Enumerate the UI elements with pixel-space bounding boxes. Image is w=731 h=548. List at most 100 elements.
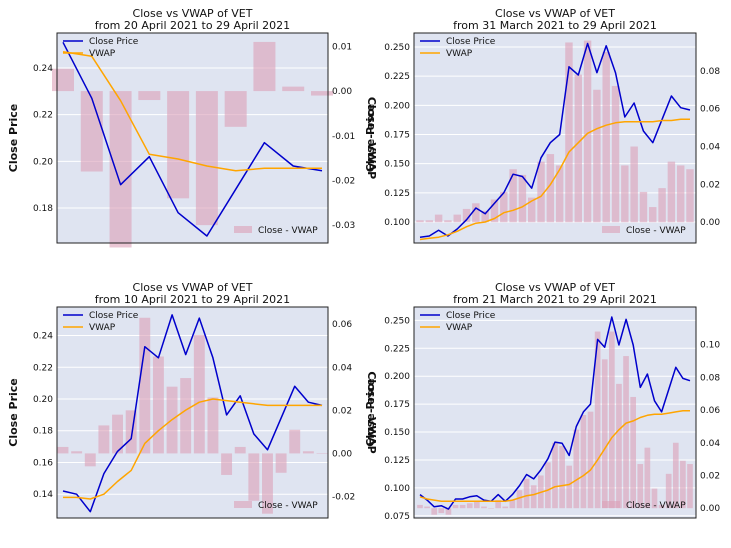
diff-bar [138, 91, 161, 101]
diff-bar [649, 207, 657, 223]
diff-bar [555, 165, 564, 223]
diff-bar [686, 169, 694, 223]
diff-bar [193, 334, 205, 454]
y-tick-label: 0.250 [384, 43, 410, 53]
diff-bar [602, 51, 610, 223]
y2-tick-label: 0.00 [700, 504, 720, 514]
plot-area [57, 307, 328, 518]
close-price-line [62, 41, 323, 237]
chart-subtitle: from 10 April 2021 to 29 April 2021 [95, 293, 290, 306]
diff-bar [125, 410, 137, 454]
legend-label: Close Price [89, 311, 139, 321]
y-tick-label: 0.125 [384, 456, 410, 466]
y-tick-label: 0.075 [384, 512, 410, 522]
diff-bar [431, 508, 438, 515]
y-tick-label: 0.18 [33, 427, 53, 437]
diff-bar [224, 91, 247, 127]
legend-swatch [602, 226, 620, 233]
legend-swatch [602, 501, 620, 508]
diff-bar [424, 506, 430, 509]
y-axis-label: Close Price [364, 378, 377, 446]
diff-bar [466, 503, 473, 509]
diff-bar [425, 220, 434, 223]
plot-frame [56, 306, 329, 519]
diff-bar [574, 74, 582, 223]
diff-bar [495, 500, 501, 509]
diff-bar [84, 453, 96, 467]
y2-tick-label: 0.10 [700, 341, 720, 351]
y-tick-label: 0.100 [384, 484, 410, 494]
diff-bar [537, 161, 545, 223]
y2-axis-label: Close - VWAP [365, 97, 378, 179]
legend-swatch [234, 226, 252, 233]
diff-bar [658, 504, 665, 509]
diff-bar [416, 220, 424, 223]
diff-bar [444, 220, 452, 223]
y2-tick-label: 0.02 [700, 180, 720, 190]
diff-bar [644, 447, 651, 509]
diff-bar [594, 331, 601, 509]
diff-bar [139, 317, 151, 454]
vwap-line [63, 398, 322, 500]
diff-bar [221, 453, 233, 475]
diff-bar [528, 197, 536, 223]
diff-bar [676, 165, 685, 223]
diff-bar [651, 488, 658, 509]
diff-bar [481, 210, 489, 223]
diff-bar [630, 396, 636, 509]
legend-label: VWAP [446, 323, 473, 333]
y-tick-label: 0.24 [33, 332, 53, 342]
plot-frame [413, 32, 697, 244]
diff-bar [630, 146, 638, 223]
y-tick-label: 0.100 [384, 218, 410, 228]
legend-swatch [234, 501, 252, 508]
diff-bar [462, 208, 471, 223]
chart-title: Close vs VWAP of VET [133, 281, 253, 294]
diff-bar [611, 85, 620, 223]
diff-bar [195, 91, 218, 226]
diff-bar [623, 356, 629, 509]
diff-bar [167, 91, 190, 199]
diff-bar [523, 478, 530, 509]
diff-bar [621, 165, 629, 223]
diff-bar [311, 91, 333, 96]
diff-bar [672, 442, 679, 509]
diff-bar [282, 86, 305, 92]
close-price-line [419, 42, 691, 238]
diff-bar [253, 41, 276, 92]
diff-bar [453, 214, 461, 223]
diff-bar [616, 383, 622, 509]
diff-bar [98, 425, 110, 454]
diff-bar [434, 214, 443, 223]
diff-bar [488, 508, 494, 509]
diff-bar [687, 464, 693, 509]
diff-bar [545, 462, 551, 509]
y-tick-label: 0.16 [33, 458, 53, 468]
legend-label: Close - VWAP [626, 226, 686, 236]
plot-frame [56, 32, 329, 244]
chart-subtitle: from 31 March 2021 to 29 April 2021 [453, 19, 657, 32]
legend-label: Close - VWAP [258, 501, 318, 511]
y2-tick-label: -0.02 [332, 492, 355, 502]
diff-bar [316, 453, 328, 454]
y2-tick-label: 0.00 [332, 87, 352, 97]
y-tick-label: 0.125 [384, 189, 410, 199]
chart-panel-top-right: 0.100 0.125 0.150 0.175 0.200 0.225 0.250 0.00 0… [364, 7, 720, 244]
y-axis-label: Close Price [364, 104, 377, 172]
diff-bar [587, 411, 594, 509]
y-tick-label: 0.18 [33, 204, 53, 214]
y2-tick-label: 0.08 [700, 373, 720, 383]
y2-tick-label: 0.00 [700, 218, 720, 228]
diff-bar [289, 429, 301, 454]
y-axis-label: Close Price [7, 378, 20, 446]
diff-bar [481, 506, 487, 509]
diff-bar [509, 500, 516, 509]
diff-bar [509, 169, 517, 223]
diff-bar [667, 161, 676, 223]
diff-bar [530, 485, 537, 509]
diff-bar [559, 446, 565, 509]
y-tick-label: 0.22 [33, 111, 53, 121]
y-tick-label: 0.22 [33, 363, 53, 373]
y2-tick-label: 0.04 [700, 143, 720, 153]
y2-tick-label: 0.02 [700, 471, 720, 481]
